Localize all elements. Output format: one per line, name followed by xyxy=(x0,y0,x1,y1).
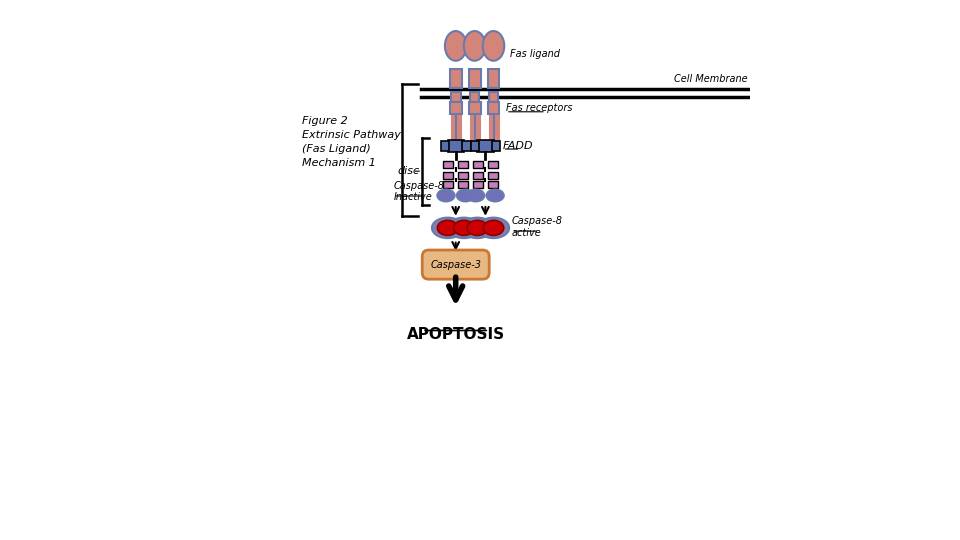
FancyBboxPatch shape xyxy=(473,161,483,168)
FancyBboxPatch shape xyxy=(488,69,499,87)
Text: Figure 2
Extrinsic Pathway
(Fas Ligand)
Mechanism 1: Figure 2 Extrinsic Pathway (Fas Ligand) … xyxy=(301,116,400,168)
FancyBboxPatch shape xyxy=(489,92,498,102)
FancyBboxPatch shape xyxy=(422,250,490,279)
FancyBboxPatch shape xyxy=(492,141,500,151)
FancyBboxPatch shape xyxy=(488,161,498,168)
Ellipse shape xyxy=(462,218,493,238)
Ellipse shape xyxy=(464,31,486,60)
FancyBboxPatch shape xyxy=(488,172,498,179)
Ellipse shape xyxy=(438,220,458,235)
FancyBboxPatch shape xyxy=(473,181,483,188)
Text: Caspase-3: Caspase-3 xyxy=(430,260,481,269)
Text: Caspase-8
active: Caspase-8 active xyxy=(512,216,563,238)
FancyBboxPatch shape xyxy=(473,172,483,179)
Ellipse shape xyxy=(457,190,474,201)
FancyBboxPatch shape xyxy=(459,181,468,188)
Ellipse shape xyxy=(438,190,455,201)
Text: FADD: FADD xyxy=(503,141,534,151)
FancyBboxPatch shape xyxy=(444,181,453,188)
Text: Caspase-8
Inactive: Caspase-8 Inactive xyxy=(394,181,444,202)
Ellipse shape xyxy=(453,220,474,235)
Ellipse shape xyxy=(444,31,467,60)
FancyBboxPatch shape xyxy=(468,102,481,114)
FancyBboxPatch shape xyxy=(449,69,462,87)
Ellipse shape xyxy=(467,220,488,235)
FancyBboxPatch shape xyxy=(459,172,468,179)
FancyBboxPatch shape xyxy=(444,172,453,179)
Ellipse shape xyxy=(467,190,484,201)
Text: disc: disc xyxy=(397,166,420,176)
Ellipse shape xyxy=(432,218,464,238)
FancyBboxPatch shape xyxy=(488,102,499,114)
FancyBboxPatch shape xyxy=(477,140,493,152)
FancyBboxPatch shape xyxy=(470,141,479,151)
FancyBboxPatch shape xyxy=(447,140,464,152)
Text: APOPTOSIS: APOPTOSIS xyxy=(407,327,505,342)
FancyBboxPatch shape xyxy=(463,141,470,151)
Ellipse shape xyxy=(487,190,504,201)
FancyBboxPatch shape xyxy=(468,69,481,87)
FancyBboxPatch shape xyxy=(469,92,479,102)
FancyBboxPatch shape xyxy=(459,161,468,168)
Ellipse shape xyxy=(448,218,479,238)
FancyBboxPatch shape xyxy=(451,92,461,102)
FancyBboxPatch shape xyxy=(444,161,453,168)
Text: Fas receptors: Fas receptors xyxy=(506,103,572,113)
Ellipse shape xyxy=(478,218,509,238)
Text: Fas ligand: Fas ligand xyxy=(510,49,560,59)
FancyBboxPatch shape xyxy=(488,181,498,188)
Ellipse shape xyxy=(483,31,504,60)
FancyBboxPatch shape xyxy=(441,141,449,151)
Ellipse shape xyxy=(483,220,504,235)
FancyBboxPatch shape xyxy=(449,102,462,114)
Text: Cell Membrane: Cell Membrane xyxy=(674,73,748,84)
